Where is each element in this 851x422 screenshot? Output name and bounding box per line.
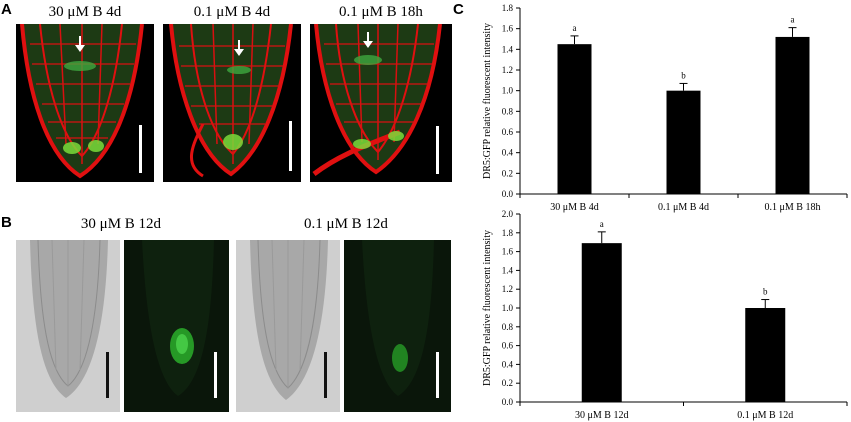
panel-b-label-1: 30 μM B 12d (80, 216, 162, 232)
chart1-y-tick-label: 0.0 (502, 189, 514, 199)
chart2-bar-1 (581, 243, 622, 402)
panel-letter-c: C (453, 1, 464, 18)
chart1-y-tick-label: 0.2 (502, 168, 513, 178)
gfp-fluorescence-image-0.1um-12d (344, 240, 451, 412)
chart1-bar-2 (666, 90, 701, 194)
chart1-significance-letter-3: a (791, 15, 795, 25)
panel-a-label-2: 0.1 μM B 4d (193, 4, 271, 20)
panel-letter-a: A (1, 1, 12, 18)
confocal-image-30um-4d (16, 24, 154, 182)
chart1-y-tick-label: 1.4 (502, 44, 514, 54)
chart2-y-tick-label: 1.8 (502, 228, 514, 238)
chart1-category-label-3: 0.1 μM B 18h (765, 202, 821, 213)
chart2-category-label-1: 30 μM B 12d (575, 410, 628, 421)
chart1-bar-1 (557, 44, 592, 194)
chart1-y-tick-label: 1.0 (502, 86, 514, 96)
panel-a-label-3: 0.1 μM B 18h (339, 4, 423, 20)
chart1-bar-3 (775, 36, 810, 194)
chart1-significance-letter-1: a (573, 23, 577, 33)
panel-letter-b: B (1, 214, 12, 231)
brightfield-image-30um-12d (16, 240, 120, 412)
chart2-y-tick-label: 0.6 (502, 341, 514, 351)
chart2-y-tick-label: 1.0 (502, 303, 514, 313)
confocal-image-0.1um-18h (310, 24, 452, 182)
chart2-bar-2 (745, 308, 786, 402)
chart1-significance-letter-2: b (681, 70, 686, 80)
chart1-y-tick-label: 0.6 (502, 127, 514, 137)
chart2-y-tick-label: 0.4 (502, 359, 514, 369)
chart1-y-axis-title: DR5:GFP relative fluorescent intensity (482, 23, 493, 179)
confocal-image-0.1um-4d (163, 24, 301, 182)
panel-a-label-1: 30 μM B 4d (48, 4, 122, 20)
brightfield-image-0.1um-12d (236, 240, 340, 412)
chart2-y-tick-label: 1.6 (502, 247, 514, 257)
chart2-y-tick-label: 0.0 (502, 397, 514, 407)
chart2-significance-letter-2: b (763, 287, 768, 297)
chart2-y-tick-label: 1.2 (502, 284, 513, 294)
chart2-significance-letter-1: a (600, 219, 604, 229)
chart1-category-label-1: 30 μM B 4d (550, 202, 598, 213)
chart2-y-tick-label: 2.0 (502, 209, 514, 219)
chart2-y-tick-label: 0.8 (502, 322, 514, 332)
chart1-category-label-2: 0.1 μM B 4d (658, 202, 709, 213)
chart1-y-tick-label: 1.8 (502, 3, 514, 13)
chart1-y-tick-label: 0.8 (502, 106, 514, 116)
chart1-y-tick-label: 1.2 (502, 65, 513, 75)
chart1-y-tick-label: 0.4 (502, 148, 514, 158)
chart2-category-label-2: 0.1 μM B 12d (737, 410, 793, 421)
chart1-y-tick-label: 1.6 (502, 24, 514, 34)
panel-b-label-2: 0.1 μM B 12d (304, 216, 388, 232)
gfp-fluorescence-image-30um-12d (124, 240, 229, 412)
chart2-y-tick-label: 1.4 (502, 265, 514, 275)
chart2-y-axis-title: DR5:GFP relative fluorescent intensity (482, 230, 493, 386)
chart2-y-tick-label: 0.2 (502, 378, 513, 388)
